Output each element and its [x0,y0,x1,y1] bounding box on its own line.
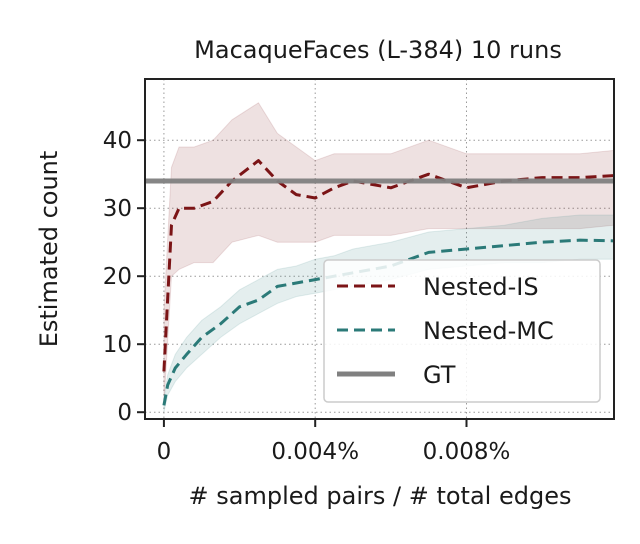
x-tick-label-1: 0.004% [271,439,359,465]
legend-box [323,259,601,403]
x-axis-label: # sampled pairs / # total edges [189,482,572,510]
y-ticks: 0 10 20 30 40 [103,128,145,426]
series-lines [145,159,615,406]
legend-label-nested-is: Nested-IS [423,273,539,301]
chart-title: MacaqueFaces (L-384) 10 runs [194,36,562,64]
legend-label-gt: GT [423,361,456,389]
y-tick-label-4: 40 [103,128,132,154]
y-tick-label-3: 30 [103,196,132,222]
plot-frame [144,78,615,420]
x-ticks: 0 0.004% 0.008% [157,419,511,465]
y-tick-label-0: 0 [117,400,132,426]
legend: Nested-IS Nested-MC GT [323,259,601,403]
bands [163,102,615,413]
x-tick-label-0: 0 [157,439,172,465]
x-tick-label-2: 0.008% [423,439,511,465]
y-axis-label: Estimated count [35,151,63,348]
series-line-nested-mc [162,238,615,406]
y-tick-label-1: 10 [103,332,132,358]
y-tick-label-2: 20 [103,264,132,290]
legend-label-nested-mc: Nested-MC [423,317,554,345]
